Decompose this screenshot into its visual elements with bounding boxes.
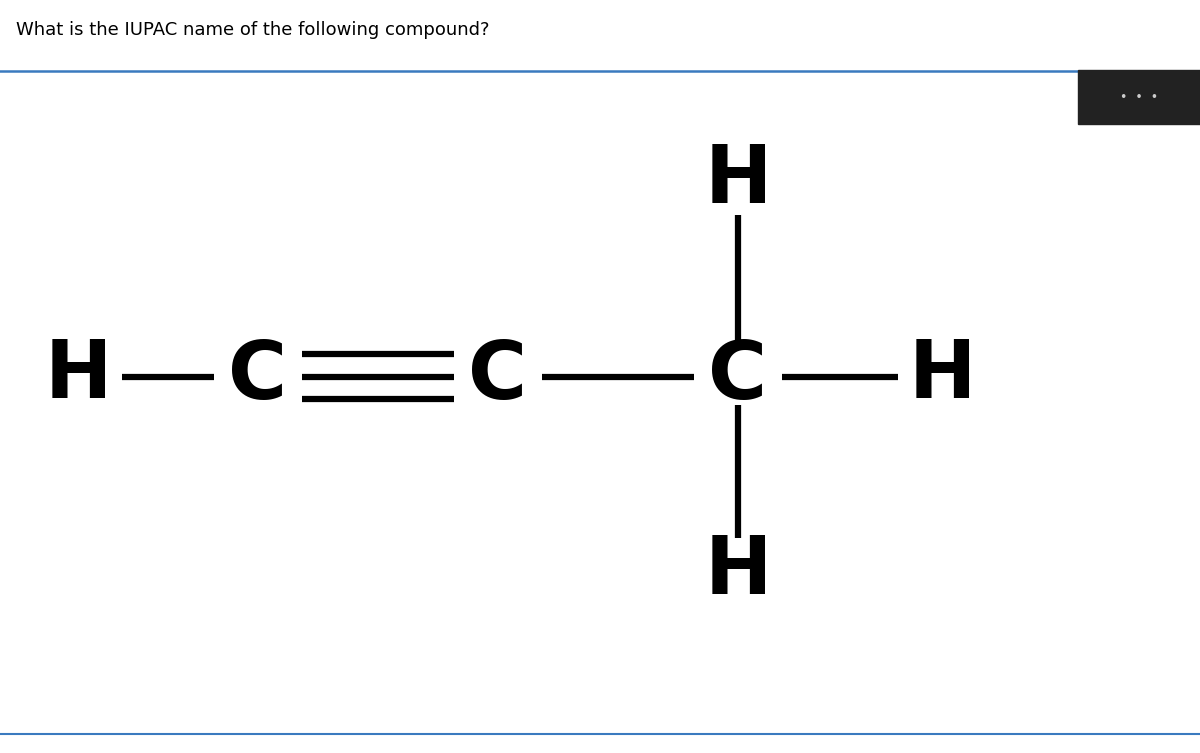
Text: H: H bbox=[44, 337, 112, 416]
Text: H: H bbox=[908, 337, 976, 416]
Text: C: C bbox=[708, 337, 768, 416]
Text: What is the IUPAC name of the following compound?: What is the IUPAC name of the following … bbox=[16, 21, 490, 39]
Text: •  •  •: • • • bbox=[1120, 90, 1158, 104]
Text: H: H bbox=[704, 142, 772, 220]
Text: H: H bbox=[704, 533, 772, 611]
Text: C: C bbox=[468, 337, 528, 416]
Text: C: C bbox=[228, 337, 288, 416]
